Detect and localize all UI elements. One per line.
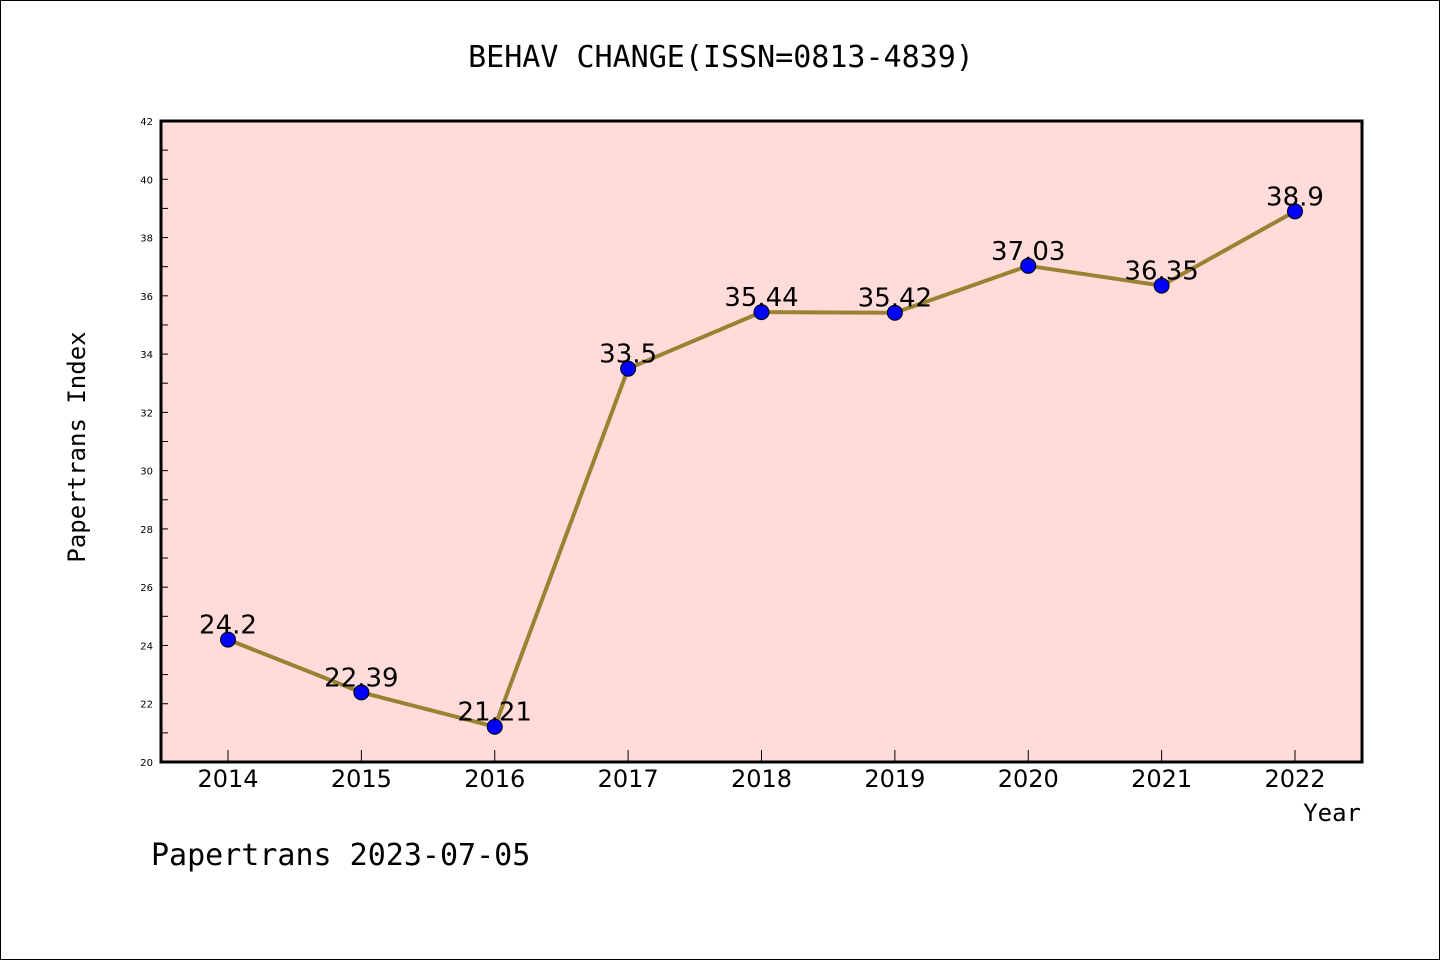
footer-text: Papertrans 2023-07-05: [151, 838, 530, 873]
x-tick-label: 2016: [464, 765, 525, 793]
data-label: 36.35: [1124, 257, 1198, 287]
x-tick-label: 2021: [1131, 765, 1192, 793]
y-tick-label: 20: [140, 758, 153, 769]
data-label: 35.44: [724, 283, 798, 313]
y-tick-label: 24: [140, 641, 153, 652]
x-axis: 2014 2015 2016 2017 2018 2019 2020 2021 2022: [197, 750, 1326, 793]
data-markers: [220, 203, 1303, 735]
x-tick-label: 2018: [731, 765, 792, 793]
data-point: [886, 304, 903, 321]
data-point: [753, 304, 770, 321]
y-tick-label: 36: [140, 292, 153, 303]
x-tick-label: 2014: [197, 765, 258, 793]
x-tick-label: 2020: [998, 765, 1059, 793]
data-point: [220, 631, 236, 648]
y-tick-label: 22: [140, 700, 153, 711]
data-point: [620, 360, 637, 377]
x-tick-label: 2022: [1264, 765, 1325, 793]
y-tick-label: 42: [140, 117, 153, 128]
data-point: [353, 684, 370, 701]
data-label: 21.21: [458, 698, 532, 728]
y-tick-label: 34: [140, 350, 153, 361]
data-labels: 24.2 22.39 21.21 33.5 35.44 35.42 37.03 36.35 38…: [199, 182, 1324, 727]
x-tick-label: 2017: [598, 765, 659, 793]
data-label: 22.39: [324, 663, 398, 693]
y-tick-label: 28: [140, 525, 153, 536]
data-label: 37.03: [991, 237, 1065, 267]
y-tick-label: 40: [140, 175, 153, 186]
data-point: [1287, 203, 1303, 220]
y-tick-label: 38: [140, 234, 153, 245]
y-tick-label: 32: [140, 408, 153, 419]
plot-area: [159, 119, 1364, 764]
x-tick-label: 2015: [331, 765, 392, 793]
data-label: 35.42: [858, 284, 932, 314]
data-label: 24.2: [199, 611, 257, 641]
y-tick-label: 30: [140, 467, 153, 478]
y-axis: 20 22 24 26 28 30 32 34 36 38 40 42: [140, 117, 168, 769]
data-label: 38.9: [1266, 182, 1324, 212]
data-point: [486, 718, 503, 735]
x-tick-label: 2019: [864, 765, 925, 793]
chart-title: BEHAV CHANGE(ISSN=0813-4839): [468, 40, 974, 75]
y-tick-label: 26: [140, 583, 153, 594]
data-point: [1153, 277, 1170, 294]
data-point: [1020, 257, 1037, 274]
y-axis-label: Papertrans Index: [63, 331, 91, 562]
x-axis-label: Year: [1303, 799, 1361, 827]
data-label: 33.5: [599, 340, 657, 370]
